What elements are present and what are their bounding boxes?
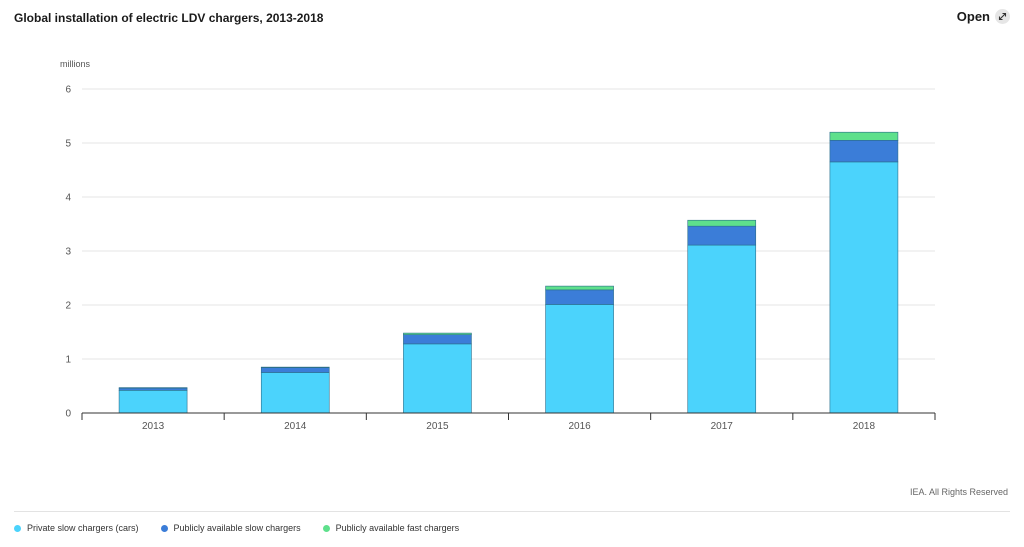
bar-segment <box>545 285 614 291</box>
bar-segment <box>545 289 614 305</box>
y-tick-label: 4 <box>65 193 71 204</box>
y-tick-label: 1 <box>65 355 71 366</box>
bar-segment <box>403 334 472 345</box>
bar-segment <box>260 372 330 414</box>
open-label: Open <box>956 9 990 24</box>
bar-segment <box>118 387 188 391</box>
legend-swatch <box>160 524 168 532</box>
x-tick-label: 2016 <box>568 421 591 432</box>
bar-segment <box>829 161 899 414</box>
legend-label: Publicly available fast chargers <box>335 523 460 533</box>
expand-icon <box>995 9 1010 24</box>
legend-divider <box>14 511 1010 512</box>
legend-swatch <box>14 524 21 532</box>
x-tick-label: 2018 <box>853 421 876 432</box>
axes: 0 1 2 3 4 5 6 2013 2014 2015 2016 2017 2018 <box>65 85 936 432</box>
y-tick-label: 2 <box>65 301 71 312</box>
legend-label: Private slow chargers (cars) <box>27 523 139 533</box>
y-tick-label: 0 <box>65 409 71 420</box>
chart-title: Global installation of electric LDV char… <box>14 11 324 25</box>
bar-segment <box>829 131 899 141</box>
legend-label: Publicly available slow chargers <box>173 523 301 533</box>
bars <box>118 131 899 414</box>
bar-segment <box>260 367 330 373</box>
bar-segment <box>545 304 614 414</box>
x-tick-label: 2014 <box>284 421 307 432</box>
legend-item[interactable]: Publicly available slow chargers <box>160 523 301 533</box>
y-axis-unit-label: millions <box>60 59 91 69</box>
x-tick-label: 2013 <box>142 421 165 432</box>
bar-segment <box>403 332 472 335</box>
bar-segment <box>687 244 757 414</box>
bar-segment <box>260 366 330 368</box>
legend-item[interactable]: Publicly available fast chargers <box>322 523 460 533</box>
y-tick-label: 3 <box>65 247 71 258</box>
open-button[interactable]: Open <box>957 9 1010 24</box>
bar-chart: millions 0 1 2 3 4 5 6 2013 2014 2015 2016 2017 2018 <box>60 59 936 432</box>
y-tick-label: 6 <box>65 85 71 96</box>
copyright-notice: IEA. All Rights Reserved <box>909 487 1008 497</box>
bar-segment <box>829 140 899 163</box>
y-tick-label: 5 <box>65 139 71 150</box>
bar-segment <box>403 343 472 414</box>
bar-segment <box>687 219 757 227</box>
legend-item[interactable]: Private slow chargers (cars) <box>14 523 139 533</box>
legend: Private slow chargers (cars) Publicly ava… <box>14 523 459 533</box>
gridlines <box>82 88 935 360</box>
x-tick-label: 2017 <box>711 421 734 432</box>
legend-swatch <box>322 524 330 532</box>
x-tick-label: 2015 <box>426 421 449 432</box>
bar-segment <box>687 225 757 246</box>
bar-segment <box>118 390 188 414</box>
bar-segment <box>118 387 188 389</box>
